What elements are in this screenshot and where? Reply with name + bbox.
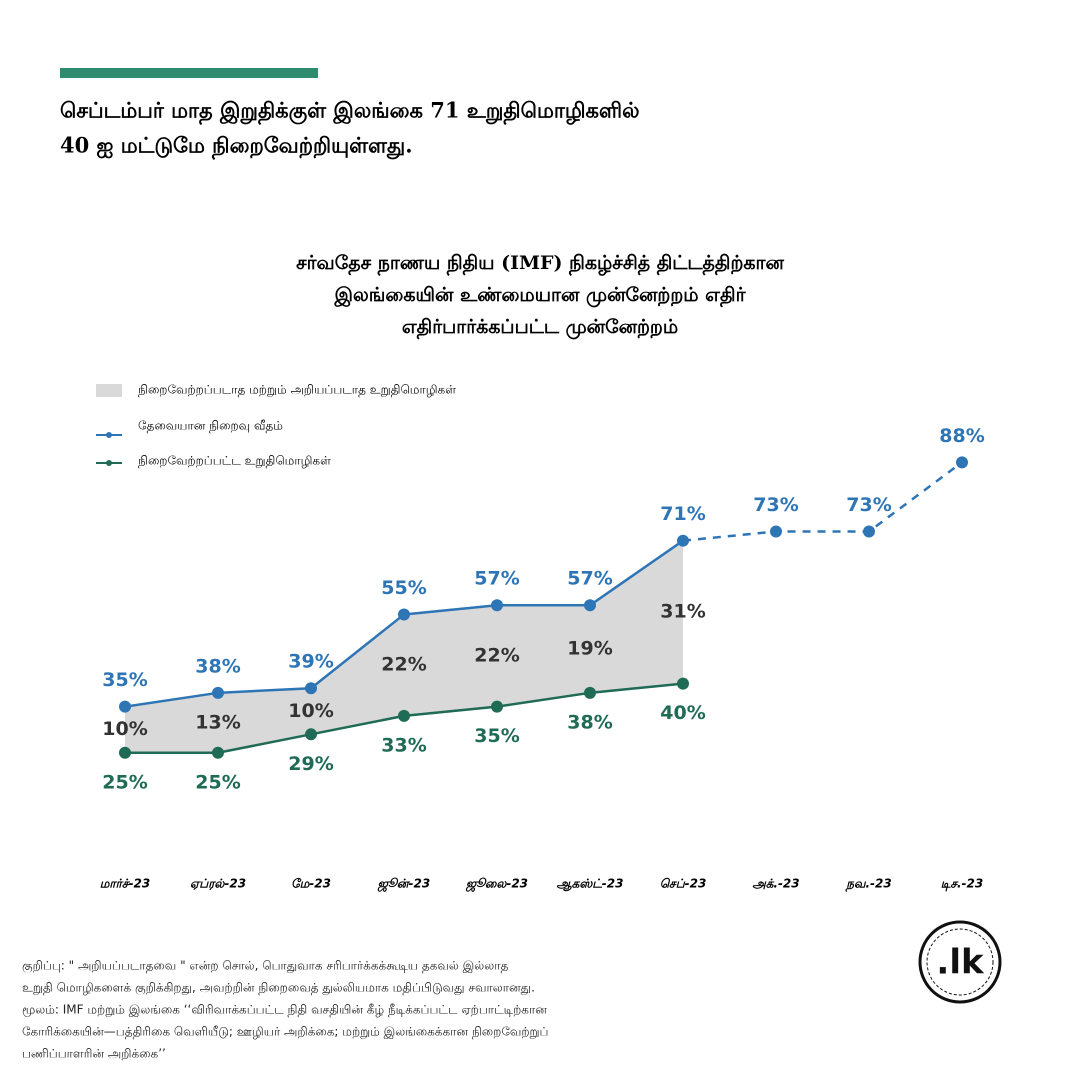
chart-title: சர்வதேச நாணய நிதிய (IMF) நிகழ்ச்சித் திட… bbox=[296, 252, 784, 276]
x-tick-label: மே-23 bbox=[291, 877, 331, 891]
headline: 40 ஐ மட்டுமே நிறைவேற்றியுள்ளது. bbox=[60, 133, 413, 161]
data-point bbox=[398, 608, 410, 621]
logo bbox=[918, 920, 1002, 1004]
data-point bbox=[584, 686, 596, 699]
value-label: 71% bbox=[660, 503, 705, 525]
data-point bbox=[770, 525, 782, 538]
data-point bbox=[398, 709, 410, 722]
legend-swatch bbox=[106, 460, 112, 466]
x-tick-label: ஆகஸ்ட்-23 bbox=[557, 877, 624, 892]
logo bbox=[926, 928, 994, 996]
legend-label: நிறைவேற்றப்பட்ட உறுதிமொழிகள் bbox=[138, 454, 331, 469]
data-point bbox=[305, 728, 317, 741]
value-label: 73% bbox=[753, 494, 798, 516]
legend-label: நிறைவேற்றப்படாத மற்றும் அறியப்படாத உறுதி… bbox=[138, 383, 456, 398]
value-label: 88% bbox=[939, 425, 984, 447]
logo-text: .lk bbox=[936, 943, 985, 983]
value-label: 57% bbox=[474, 568, 519, 590]
note: கோரிக்கையின்—பத்திரிகை வெளியீடு; ஊழியர் … bbox=[22, 1025, 548, 1040]
gap-label: 22% bbox=[474, 644, 519, 666]
data-point bbox=[305, 682, 317, 695]
gap-label: 10% bbox=[288, 700, 333, 722]
legend-label: தேவையான நிறைவு வீதம் bbox=[138, 419, 283, 433]
note: மூலம்: IMF மற்றும் இலங்கை ‘‘விரிவாக்கப்ப… bbox=[22, 1003, 547, 1018]
value-label: 35% bbox=[474, 725, 519, 747]
data-point bbox=[584, 599, 596, 612]
x-tick-label: ஏப்ரல்-23 bbox=[190, 877, 246, 891]
data-point bbox=[212, 746, 224, 759]
projected-line bbox=[682, 461, 963, 542]
x-tick-label: செப்-23 bbox=[660, 877, 707, 891]
gap-label: 22% bbox=[381, 654, 426, 676]
data-point bbox=[956, 456, 968, 469]
value-label: 38% bbox=[567, 711, 612, 733]
x-tick-label: மார்ச்-23 bbox=[100, 877, 151, 891]
note: உறுதி மொழிகளைக் குறிக்கிறது, அவற்றின் நி… bbox=[22, 981, 535, 996]
value-label: 35% bbox=[102, 669, 147, 691]
chart-title: எதிர்பார்க்கப்பட்ட முன்னேற்றம் bbox=[402, 316, 678, 340]
note: குறிப்பு: " அறியப்படாதவை " என்ற சொல், பொ… bbox=[22, 959, 509, 974]
x-tick-label: ஜூலை-23 bbox=[465, 877, 528, 893]
gap-label: 13% bbox=[195, 711, 240, 733]
data-point bbox=[491, 599, 503, 612]
x-tick-label: அக்.-23 bbox=[752, 877, 799, 891]
value-label: 25% bbox=[102, 771, 147, 793]
note: பணிப்பாளரின் அறிக்கை’’ bbox=[22, 1047, 166, 1061]
gap-label: 10% bbox=[102, 718, 147, 740]
gap-label: 31% bbox=[660, 601, 705, 623]
data-point bbox=[119, 746, 131, 759]
value-label: 73% bbox=[846, 494, 891, 516]
value-label: 25% bbox=[195, 771, 240, 793]
value-label: 40% bbox=[660, 702, 705, 724]
data-point bbox=[863, 525, 875, 538]
data-point bbox=[491, 700, 503, 713]
value-label: 55% bbox=[381, 577, 426, 599]
value-label: 38% bbox=[195, 655, 240, 677]
value-label: 33% bbox=[381, 734, 426, 756]
accent-bar bbox=[60, 68, 318, 78]
value-label: 29% bbox=[288, 753, 333, 775]
data-point bbox=[212, 686, 224, 699]
x-tick-label: டிச.-23 bbox=[941, 877, 983, 892]
legend-swatch bbox=[106, 432, 112, 438]
value-label: 57% bbox=[567, 568, 612, 590]
headline: செப்டம்பர் மாத இறுதிக்குள் இலங்கை 71 உறு… bbox=[60, 98, 640, 126]
chart-title: இலங்கையின் உண்மையான முன்னேற்றம் எதிர் bbox=[333, 284, 746, 308]
x-tick-label: நவ.-23 bbox=[845, 877, 891, 893]
data-point bbox=[677, 677, 689, 690]
gap-label: 19% bbox=[567, 638, 612, 660]
x-tick-label: ஜூன்-23 bbox=[377, 877, 430, 893]
data-point bbox=[677, 534, 689, 547]
value-label: 39% bbox=[288, 651, 333, 673]
legend-swatch bbox=[96, 384, 122, 397]
data-point bbox=[119, 700, 131, 713]
